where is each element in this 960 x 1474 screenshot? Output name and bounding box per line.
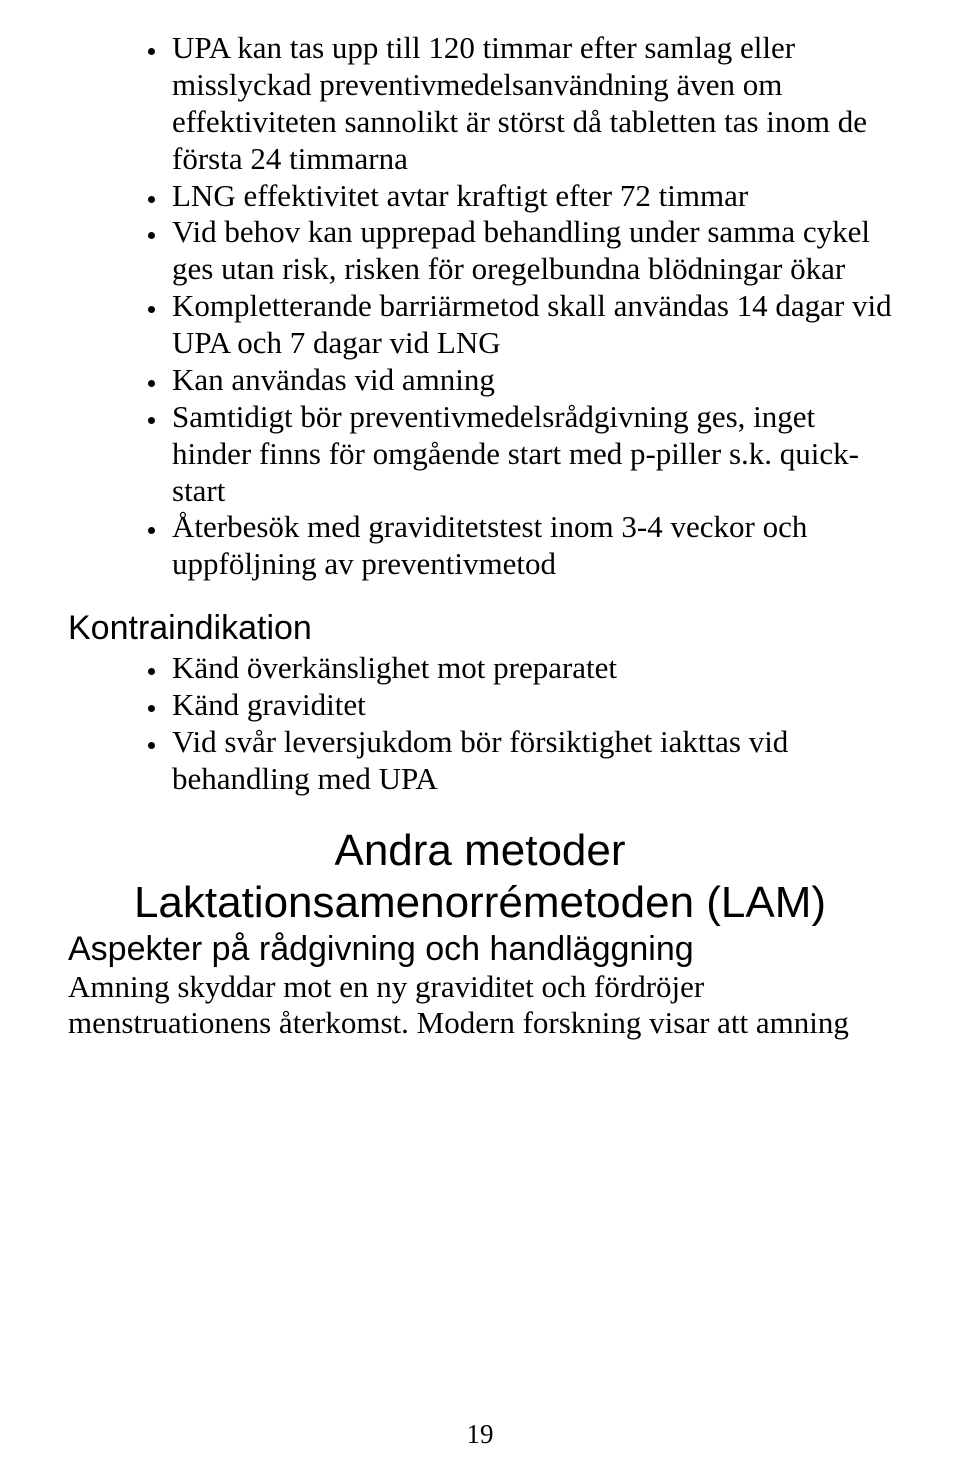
list-item: Vid svår leversjukdom bör försiktighet i…	[168, 724, 892, 798]
bullet-list-main: UPA kan tas upp till 120 timmar efter sa…	[68, 30, 892, 583]
list-item: LNG effektivitet avtar kraftigt efter 72…	[168, 178, 892, 215]
list-item: Återbesök med graviditetstest inom 3-4 v…	[168, 509, 892, 583]
list-item: Samtidigt bör preventivmedelsrådgivning …	[168, 399, 892, 510]
paragraph-amning: Amning skyddar mot en ny graviditet och …	[68, 969, 892, 1042]
list-item: Känd överkänslighet mot preparatet	[168, 650, 892, 687]
page-number: 19	[0, 1419, 960, 1450]
list-item: UPA kan tas upp till 120 timmar efter sa…	[168, 30, 892, 178]
list-item: Kan användas vid amning	[168, 362, 892, 399]
subheading-aspekter: Aspekter på rådgivning och handläggning	[68, 930, 892, 969]
list-item: Kompletterande barriärmetod skall använd…	[168, 288, 892, 362]
bullet-list-kontraindikation: Känd överkänslighet mot preparatet Känd …	[68, 650, 892, 798]
section-heading-kontraindikation: Kontraindikation	[68, 609, 892, 648]
subtitle-lam: Laktationsamenorrémetoden (LAM)	[68, 878, 892, 928]
title-andra-metoder: Andra metoder	[68, 826, 892, 876]
list-item: Vid behov kan upprepad behandling under …	[168, 214, 892, 288]
list-item: Känd graviditet	[168, 687, 892, 724]
